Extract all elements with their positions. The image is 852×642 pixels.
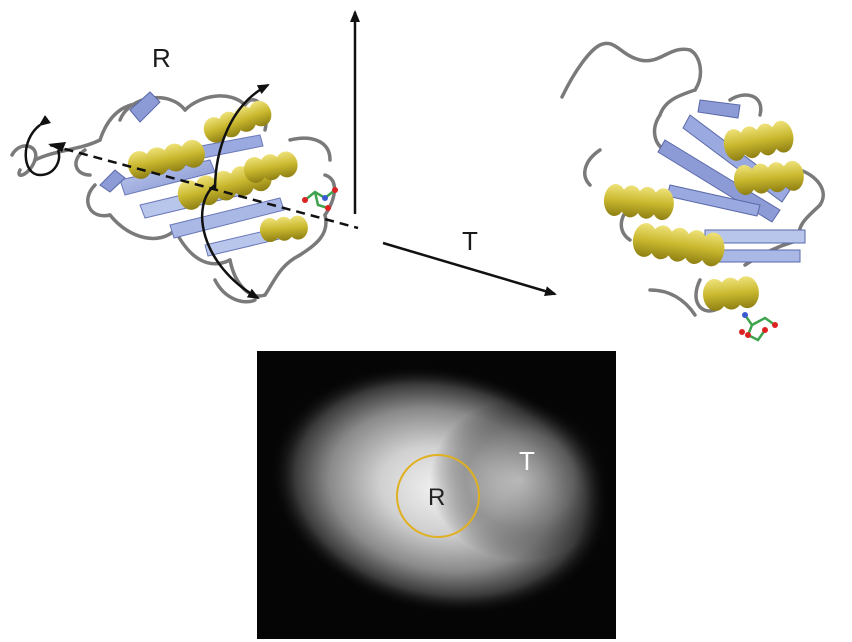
- rotation-axis-arrowhead: [48, 142, 66, 152]
- density-map-rotation-label: R: [428, 484, 445, 511]
- right-ligand-icon: [739, 312, 778, 342]
- right-protein-helices: [603, 120, 804, 311]
- density-map-translation-label: T: [519, 446, 535, 476]
- left-ligand-icon: [302, 187, 338, 211]
- lower-rotation-arrow-icon: [200, 184, 260, 300]
- small-rotation-arrow-icon: [24, 114, 61, 177]
- right-protein: [560, 41, 825, 342]
- density-map: R T: [257, 351, 616, 639]
- upper-rotation-arrow-icon: [213, 83, 270, 191]
- rotation-axis-line: [49, 143, 359, 230]
- translation-label: T: [462, 226, 478, 256]
- density-map-rotation-circle: [396, 454, 480, 538]
- rotation-label: R: [152, 43, 171, 73]
- left-protein: [10, 91, 338, 304]
- density-map-glow-secondary: [430, 400, 610, 560]
- translation-arrow: [382, 241, 557, 296]
